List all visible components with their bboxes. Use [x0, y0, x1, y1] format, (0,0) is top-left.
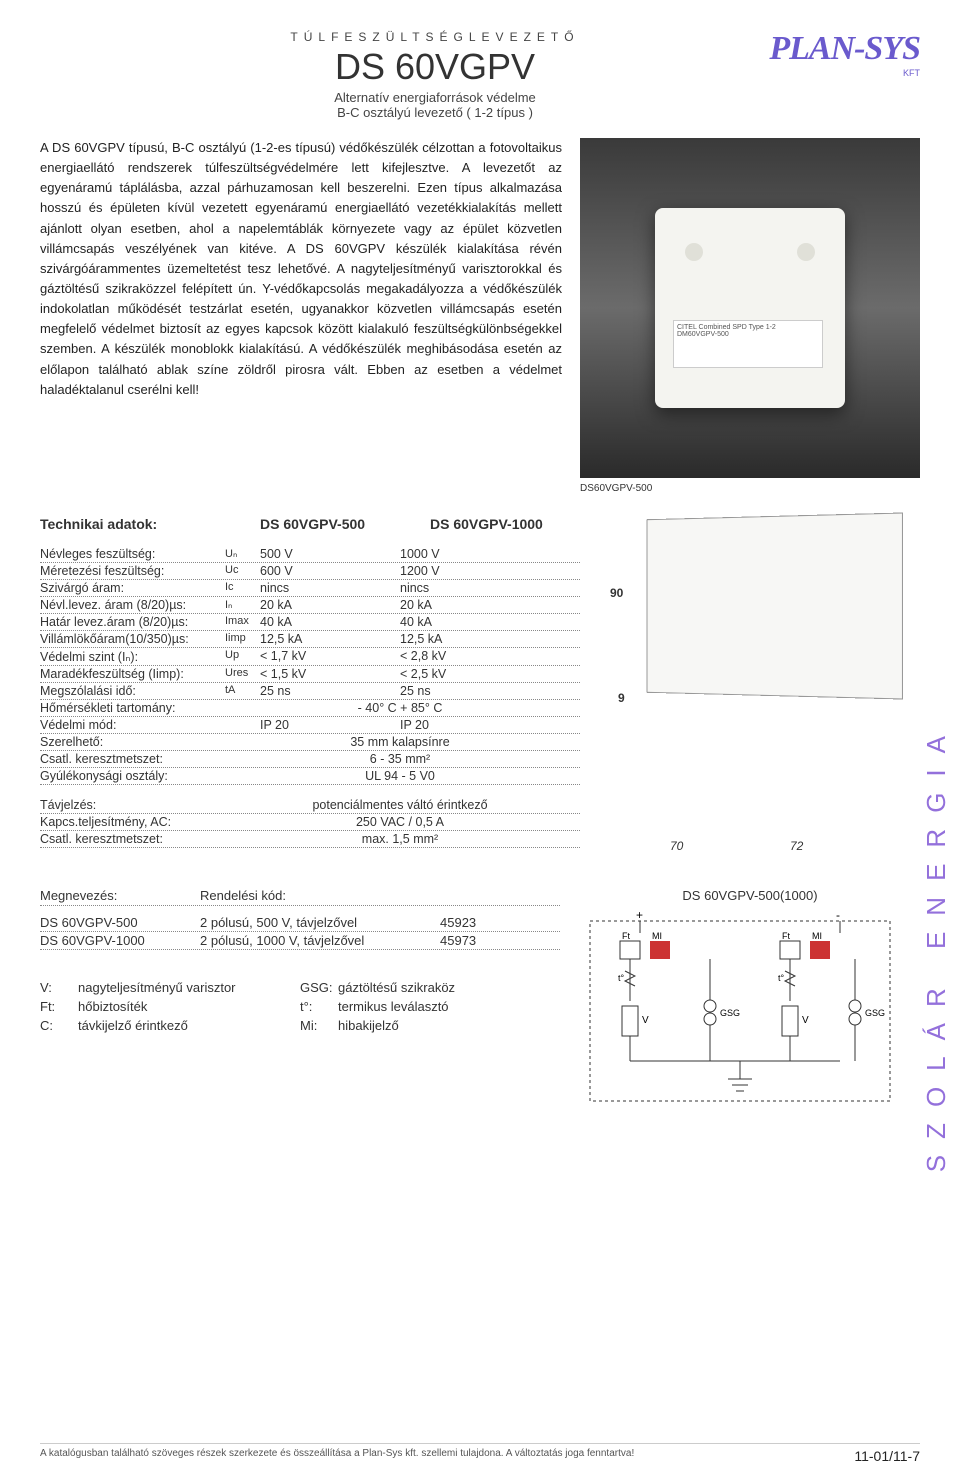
tech-col2: DS 60VGPV-1000 [430, 516, 580, 532]
order-h2: Rendelési kód: [200, 888, 440, 903]
dim-90: 90 [610, 586, 623, 600]
logo-text: PLAN-SYS [750, 30, 920, 68]
order-row: DS 60VGPV-10002 pólusú, 1000 V, távjelző… [40, 932, 560, 950]
tech-row: Csatl. keresztmetszet:max. 1,5 mm² [40, 831, 580, 848]
tech-row: Hőmérsékleti tartomány:- 40° C + 85° C [40, 700, 580, 717]
legend-item: C:távkijelző érintkező [40, 1018, 300, 1033]
overline: TÚLFESZÜLTSÉGLEVEZETŐ [120, 30, 750, 44]
svg-text:V: V [802, 1015, 809, 1026]
dim-device [647, 512, 903, 699]
legend-item: V:nagyteljesítményű varisztor [40, 980, 300, 995]
tech-row: Szivárgó áram:Icnincsnincs [40, 580, 580, 597]
svg-text:MI: MI [652, 931, 662, 941]
order-h1: Megnevezés: [40, 888, 200, 903]
tech-row: Szerelhető:35 mm kalapsínre [40, 734, 580, 751]
dim-70: 70 [670, 839, 683, 853]
logo-sub: KFT [750, 68, 920, 78]
circuit-svg: + - Ft MI t° V GSG Ft MI [580, 911, 900, 1111]
intro-paragraph: A DS 60VGPV típusú, B-C osztályú (1-2-es… [40, 138, 562, 478]
legend: V:nagyteljesítményű varisztorGSG:gáztölt… [40, 980, 560, 1033]
tech-row: Csatl. keresztmetszet:6 - 35 mm² [40, 751, 580, 768]
logo: PLAN-SYS KFT [750, 30, 920, 78]
tech-row: Távjelzés:potenciálmentes váltó érintkez… [40, 797, 580, 814]
tech-row: Méretezési feszültség:Uc600 V1200 V [40, 563, 580, 580]
svg-text:GSG: GSG [720, 1008, 740, 1018]
device-label: CITEL Combined SPD Type 1-2DM60VGPV-500 [673, 320, 823, 368]
title-block: TÚLFESZÜLTSÉGLEVEZETŐ DS 60VGPV Alternat… [40, 30, 750, 120]
order-row: DS 60VGPV-5002 pólusú, 500 V, távjelzőve… [40, 914, 560, 932]
tech-row: Névleges feszültség:Uₙ500 V1000 V [40, 546, 580, 563]
subtitle1: Alternatív energiaforrások védelme [120, 90, 750, 105]
tech-row: Villámlökőáram(10/350)µs:Iimp12,5 kA12,5… [40, 631, 580, 648]
tech-col1: DS 60VGPV-500 [260, 516, 430, 532]
tech-row: Névl.levez. áram (8/20)µs:Iₙ20 kA20 kA [40, 597, 580, 614]
tech-row: Védelmi mód:IP 20IP 20 [40, 717, 580, 734]
tech-row: Gyúlékonysági osztály:UL 94 - 5 V0 [40, 768, 580, 785]
svg-text:MI: MI [812, 931, 822, 941]
tech-row: Határ levez.áram (8/20)µs:Imax40 kA40 kA [40, 614, 580, 631]
svg-text:+: + [636, 911, 643, 922]
svg-text:Ft: Ft [622, 931, 630, 941]
image-caption: DS60VGPV-500 [580, 483, 652, 494]
tech-row: Védelmi szint (Iₙ):Up< 1,7 kV< 2,8 kV [40, 648, 580, 666]
footer-page: 11-01/11-7 [854, 1448, 920, 1464]
tech-table: Technikai adatok: DS 60VGPV-500 DS 60VGP… [40, 516, 580, 848]
footer: A katalógusban található szöveges részek… [40, 1443, 920, 1464]
tech-row: Maradékfeszültség (Iimp):Ures< 1,5 kV< 2… [40, 666, 580, 683]
main-title: DS 60VGPV [120, 46, 750, 88]
svg-text:t°: t° [618, 973, 625, 983]
legend-item: Mi:hibakijelző [300, 1018, 560, 1033]
svg-text:GSG: GSG [865, 1008, 885, 1018]
svg-text:t°: t° [778, 973, 785, 983]
svg-text:V: V [642, 1015, 649, 1026]
product-image: CITEL Combined SPD Type 1-2DM60VGPV-500 … [580, 138, 920, 478]
tech-heading: Technikai adatok: [40, 516, 260, 532]
order-table: Megnevezés: Rendelési kód: DS 60VGPV-500… [40, 888, 560, 1116]
dimension-drawing: 90 9 70 72 [600, 516, 920, 848]
tech-row: Megszólalási idő:tA25 ns25 ns [40, 683, 580, 700]
dim-9: 9 [618, 691, 625, 705]
legend-item: Ft:hőbiztosíték [40, 999, 300, 1014]
device-mock: CITEL Combined SPD Type 1-2DM60VGPV-500 [655, 208, 845, 408]
tech-row: Kapcs.teljesítmény, AC:250 VAC / 0,5 A [40, 814, 580, 831]
svg-text:Ft: Ft [782, 931, 790, 941]
footer-disclaimer: A katalógusban található szöveges részek… [40, 1448, 634, 1464]
circuit-title: DS 60VGPV-500(1000) [580, 888, 920, 903]
side-label: SZOLÁR ENERGIA [921, 720, 952, 1172]
legend-item: t°:termikus leválasztó [300, 999, 560, 1014]
legend-item: GSG:gáztöltésű szikraköz [300, 980, 560, 995]
circuit-diagram: DS 60VGPV-500(1000) + - Ft MI t° V GSG [580, 888, 920, 1116]
subtitle2: B-C osztályú levezető ( 1-2 típus ) [120, 105, 750, 120]
svg-text:-: - [836, 911, 840, 922]
dim-72: 72 [790, 839, 803, 853]
